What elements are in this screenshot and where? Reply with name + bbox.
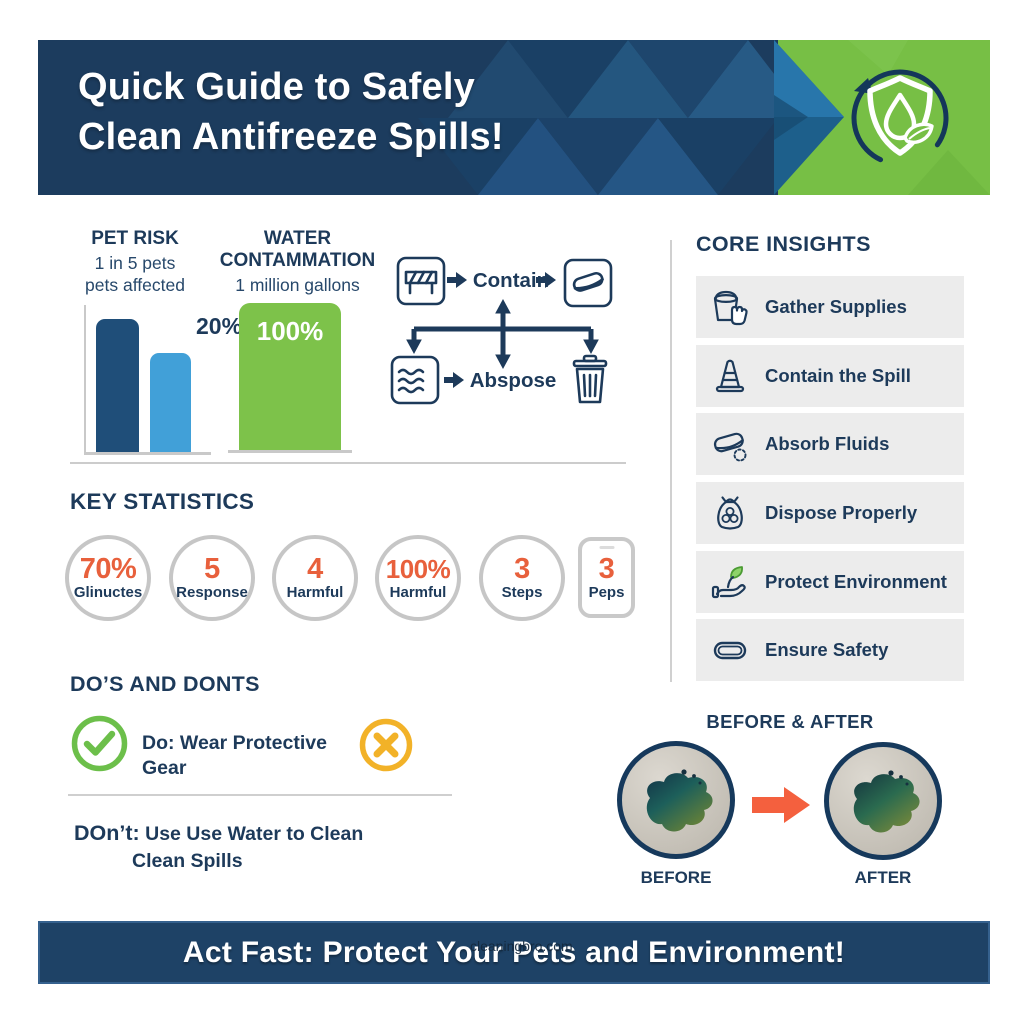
before-after-arrow-icon — [752, 787, 810, 823]
footer-banner: Act Fast: Protect Your Pets and Environm… — [38, 921, 990, 984]
insight-item-gather-supplies: Gather Supplies — [696, 276, 964, 338]
after-photo — [824, 742, 942, 860]
insight-label: Dispose Properly — [765, 502, 918, 523]
dont-text: DOn’t: Use Use Water to Clean Clean Spil… — [74, 820, 474, 875]
before-photo — [617, 741, 735, 859]
footer-text: Act Fast: Protect Your Pets and Environm… — [182, 935, 846, 969]
after-label: AFTER — [854, 868, 912, 887]
page-title: Quick Guide to Safely Clean Antifreeze S… — [78, 62, 504, 162]
water-axis-line — [228, 450, 352, 453]
flow-step-abspose: Abspose — [469, 369, 557, 392]
spill-blob-before — [646, 769, 713, 832]
stat-circle-1: 5 Response — [169, 535, 255, 621]
sponge-icon — [563, 258, 613, 308]
stat-value: 3 — [514, 553, 530, 585]
insight-item-ensure-safety: Ensure Safety — [696, 619, 964, 681]
do-text-line1: Do: Wear Protective — [142, 732, 327, 754]
bucket-glove-icon — [713, 290, 748, 326]
stat-circle-0: 70% Glinuctes — [65, 535, 151, 621]
water-subtitle: 1 million gallons — [235, 275, 360, 295]
stat-label: Peps — [588, 583, 625, 601]
core-insights-title: CORE INSIGHTS — [696, 232, 871, 256]
insight-label: Absorb Fluids — [765, 433, 890, 454]
dont-bold-label: DOn’t: — [74, 821, 140, 845]
phone-speaker — [599, 546, 614, 549]
hand-plant-icon — [711, 566, 746, 599]
stat-label: Harmful — [389, 584, 447, 601]
do-text: Do: Wear Protective Gear — [142, 731, 342, 781]
insight-item-protect-environment: Protect Environment — [696, 551, 964, 613]
shield-drop-leaf-recycle-icon — [851, 69, 949, 167]
bar-percent-label: 20% — [196, 313, 243, 339]
stat-value: 5 — [204, 553, 220, 585]
absorbent-pad-icon — [390, 355, 440, 405]
insight-label: Gather Supplies — [765, 296, 907, 317]
key-statistics-title: KEY STATISTICS — [70, 489, 255, 514]
section-divider — [70, 462, 626, 464]
flow-diagram-graphics — [390, 256, 613, 405]
flow-arrows — [444, 272, 556, 388]
goggles-icon — [713, 641, 747, 660]
dont-text-line1: Use Use Water to Clean — [145, 823, 364, 845]
watermark: cleaningbro.com — [470, 938, 573, 954]
stat-value: 3 — [598, 552, 615, 585]
sponge-icon — [713, 432, 747, 462]
bar-dark-blue — [96, 319, 139, 452]
trash-icon — [572, 354, 608, 404]
page-title-line2: Clean Antifreeze Spills! — [78, 116, 504, 159]
before-after-title: BEFORE & AFTER — [706, 711, 874, 732]
bar-light-blue — [150, 353, 191, 452]
insight-item-absorb-fluids: Absorb Fluids — [696, 413, 964, 475]
traffic-cone-icon — [715, 359, 745, 393]
stat-circle-4: 3 Steps — [479, 535, 565, 621]
pet-risk-sub2: pets affected — [85, 275, 185, 295]
flow-step-contain: Contain — [472, 269, 550, 292]
insight-label: Contain the Spill — [765, 365, 911, 386]
spill-blob-after — [853, 770, 920, 833]
insight-item-dispose-properly: Dispose Properly — [696, 482, 964, 544]
cleanup-flow-diagram: Contain Abspose — [378, 245, 644, 417]
dos-donts-divider — [68, 794, 452, 796]
check-circle-icon — [71, 715, 128, 772]
stat-value: 4 — [307, 553, 323, 585]
header-banner: Quick Guide to Safely Clean Antifreeze S… — [38, 40, 990, 195]
insight-item-contain-spill: Contain the Spill — [696, 345, 964, 407]
insight-label: Protect Environment — [765, 571, 947, 592]
dont-text-line2: Clean Spills — [132, 850, 243, 872]
water-title-line2: CONTAMMATION — [219, 250, 376, 271]
pet-risk-bar-chart — [84, 305, 211, 455]
water-bar-label: 100% — [256, 316, 324, 346]
stat-phone-5: 3 Peps — [578, 537, 635, 618]
stat-label: Harmful — [286, 584, 344, 601]
stat-circle-2: 4 Harmful — [272, 535, 358, 621]
do-text-line2: Gear — [142, 757, 187, 779]
vertical-divider — [670, 240, 672, 682]
cross-circle-icon — [359, 718, 413, 772]
stat-value: 70% — [79, 553, 137, 585]
water-bar: 100% — [239, 303, 341, 450]
barrier-icon — [396, 256, 446, 306]
insight-label: Ensure Safety — [765, 639, 889, 660]
dos-donts-title: DO’S AND DONTS — [70, 672, 260, 696]
pet-risk-sub1: 1 in 5 pets — [94, 253, 176, 273]
pet-risk-title: PET RISK — [91, 228, 179, 249]
page-title-line1: Quick Guide to Safely — [78, 66, 475, 108]
stat-value: 100% — [385, 554, 451, 584]
stat-label: Response — [176, 584, 248, 601]
header-decor — [418, 40, 990, 195]
stat-label: Steps — [501, 584, 543, 601]
stat-label: Glinuctes — [73, 584, 143, 601]
stat-circle-3: 100% Harmful — [375, 535, 461, 621]
biohazard-bag-icon — [717, 496, 743, 530]
water-title-line1: WATER — [263, 228, 332, 249]
before-label: BEFORE — [640, 868, 712, 887]
